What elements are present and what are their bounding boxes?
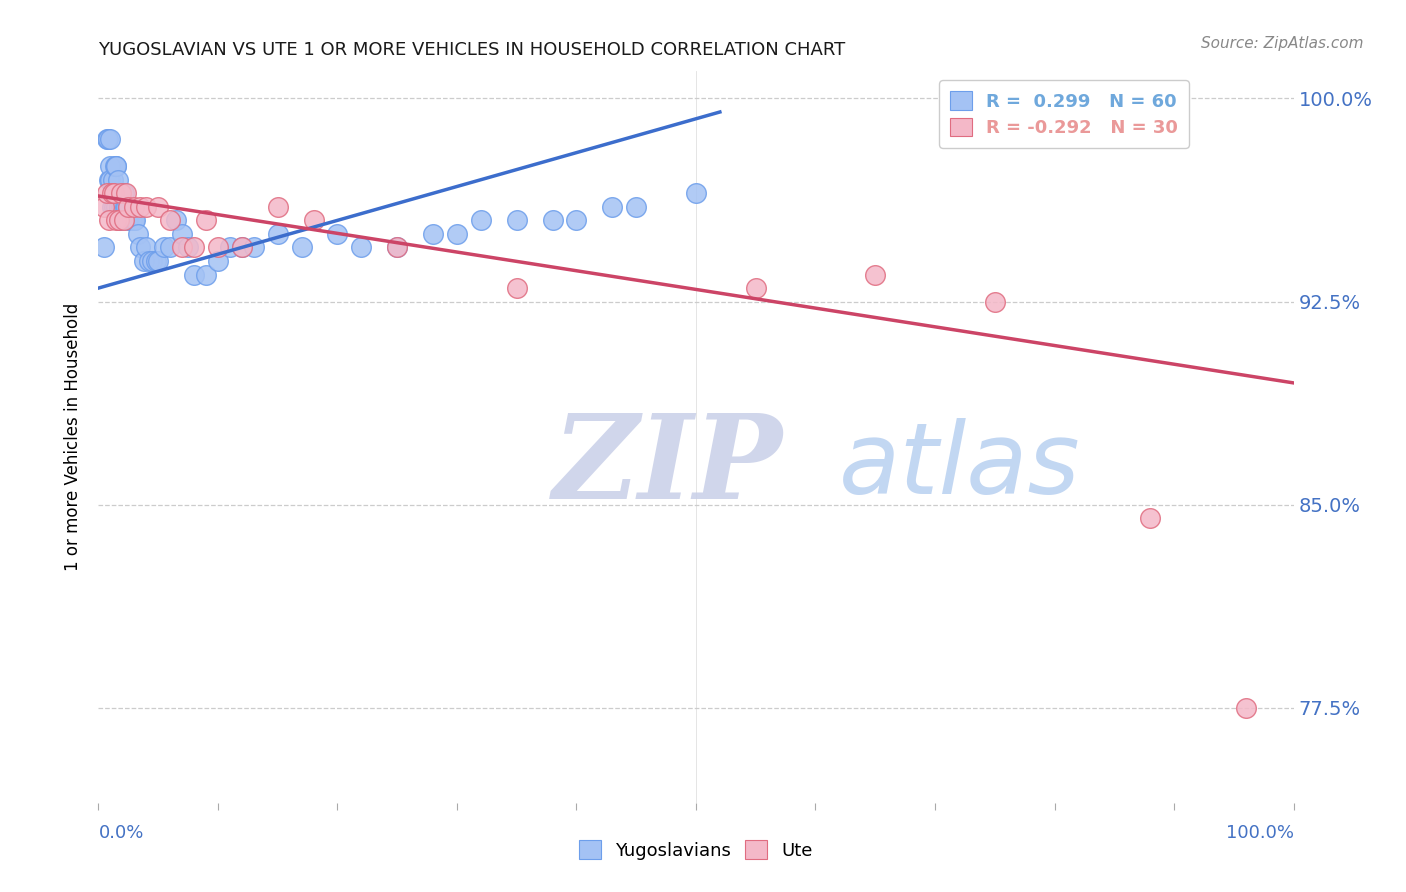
Point bbox=[148, 200, 170, 214]
Legend: Yugoslavians, Ute: Yugoslavians, Ute bbox=[572, 833, 820, 867]
Point bbox=[506, 281, 529, 295]
Point bbox=[385, 240, 409, 254]
Point bbox=[219, 240, 242, 254]
Point bbox=[117, 200, 139, 214]
Point bbox=[541, 213, 564, 227]
Point bbox=[385, 240, 409, 254]
Point bbox=[98, 213, 121, 227]
Point bbox=[105, 159, 128, 173]
Point bbox=[107, 200, 129, 214]
Point bbox=[141, 254, 163, 268]
Y-axis label: 1 or more Vehicles in Household: 1 or more Vehicles in Household bbox=[65, 303, 83, 571]
Point bbox=[98, 159, 122, 173]
Point bbox=[135, 240, 157, 254]
Point bbox=[115, 186, 138, 201]
Point bbox=[602, 200, 624, 214]
Point bbox=[105, 159, 128, 173]
Point bbox=[96, 132, 118, 146]
Point bbox=[107, 213, 129, 227]
Point bbox=[111, 200, 134, 214]
Point bbox=[98, 132, 122, 146]
Point bbox=[105, 213, 128, 227]
Point bbox=[863, 268, 887, 282]
Point bbox=[124, 213, 146, 227]
Point bbox=[685, 186, 707, 201]
Point bbox=[103, 200, 125, 214]
Point bbox=[1139, 511, 1161, 525]
Point bbox=[422, 227, 444, 241]
Text: 100.0%: 100.0% bbox=[1226, 824, 1294, 842]
Point bbox=[145, 254, 167, 268]
Point bbox=[148, 254, 170, 268]
Point bbox=[267, 227, 290, 241]
Point bbox=[194, 213, 218, 227]
Point bbox=[626, 200, 648, 214]
Point bbox=[115, 200, 138, 214]
Point bbox=[100, 186, 122, 201]
Point bbox=[100, 200, 122, 214]
Point bbox=[194, 268, 218, 282]
Point bbox=[93, 200, 115, 214]
Point bbox=[159, 240, 181, 254]
Point bbox=[129, 240, 152, 254]
Point bbox=[153, 240, 176, 254]
Point bbox=[172, 227, 194, 241]
Point bbox=[350, 240, 373, 254]
Text: Source: ZipAtlas.com: Source: ZipAtlas.com bbox=[1201, 36, 1364, 51]
Point bbox=[302, 213, 325, 227]
Point bbox=[124, 213, 146, 227]
Point bbox=[132, 254, 155, 268]
Point bbox=[98, 172, 122, 186]
Point bbox=[177, 240, 200, 254]
Point bbox=[326, 227, 349, 241]
Point bbox=[183, 268, 205, 282]
Point bbox=[138, 254, 160, 268]
Point bbox=[105, 200, 128, 214]
Point bbox=[103, 186, 125, 201]
Text: atlas: atlas bbox=[839, 417, 1081, 515]
Point bbox=[159, 213, 181, 227]
Point bbox=[135, 200, 157, 214]
Point bbox=[183, 240, 205, 254]
Point bbox=[207, 240, 229, 254]
Point bbox=[104, 159, 127, 173]
Point bbox=[207, 254, 229, 268]
Point bbox=[96, 186, 118, 201]
Point bbox=[243, 240, 266, 254]
Point bbox=[470, 213, 492, 227]
Point bbox=[117, 200, 139, 214]
Point bbox=[117, 213, 139, 227]
Text: 0.0%: 0.0% bbox=[98, 824, 143, 842]
Point bbox=[93, 240, 115, 254]
Point bbox=[107, 172, 129, 186]
Point bbox=[98, 172, 121, 186]
Point bbox=[110, 200, 132, 214]
Point bbox=[112, 186, 135, 201]
Point bbox=[165, 213, 187, 227]
Point bbox=[124, 200, 146, 214]
Point bbox=[984, 294, 1007, 309]
Point bbox=[565, 213, 588, 227]
Point bbox=[97, 132, 120, 146]
Text: ZIP: ZIP bbox=[553, 409, 783, 524]
Point bbox=[172, 240, 194, 254]
Point bbox=[114, 200, 136, 214]
Point bbox=[745, 281, 768, 295]
Point bbox=[231, 240, 253, 254]
Point bbox=[129, 200, 152, 214]
Point bbox=[1234, 701, 1257, 715]
Point bbox=[121, 213, 143, 227]
Point bbox=[446, 227, 468, 241]
Point bbox=[127, 227, 149, 241]
Point bbox=[101, 172, 124, 186]
Text: YUGOSLAVIAN VS UTE 1 OR MORE VEHICLES IN HOUSEHOLD CORRELATION CHART: YUGOSLAVIAN VS UTE 1 OR MORE VEHICLES IN… bbox=[98, 41, 845, 59]
Point bbox=[112, 213, 135, 227]
Point bbox=[231, 240, 253, 254]
Point bbox=[108, 213, 131, 227]
Point bbox=[267, 200, 290, 214]
Point bbox=[110, 186, 132, 201]
Point bbox=[291, 240, 314, 254]
Point bbox=[506, 213, 529, 227]
